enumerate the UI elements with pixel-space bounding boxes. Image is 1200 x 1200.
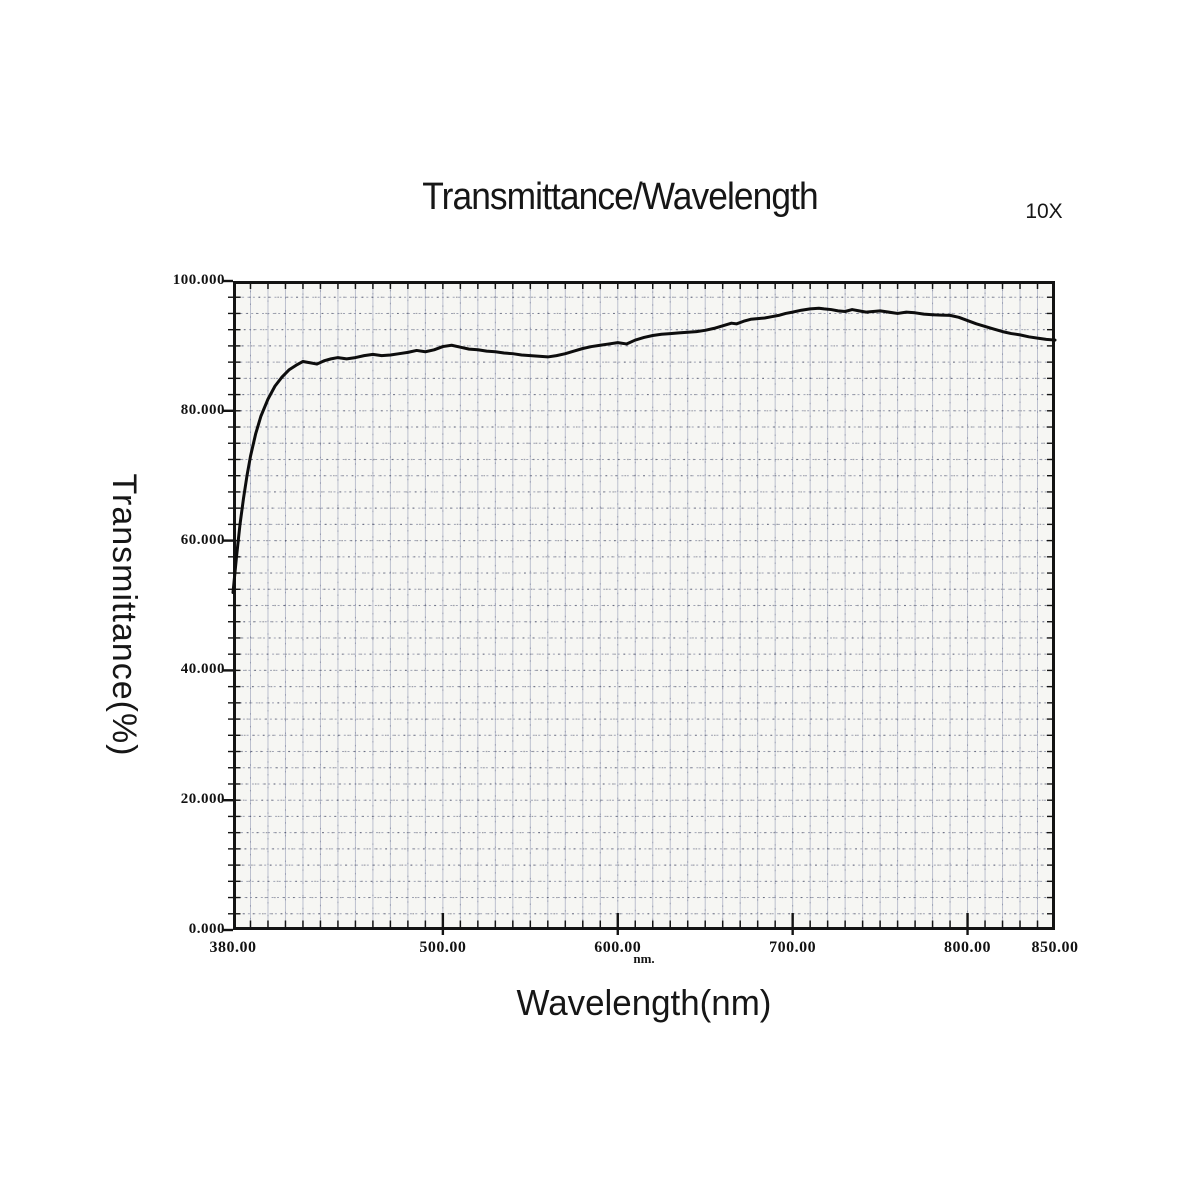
x-tick-label: 600.00 — [594, 939, 642, 956]
x-tick-label: 700.00 — [769, 939, 817, 956]
y-tick-label: 60.000 — [180, 531, 225, 548]
y-tick-label: 0.000 — [188, 921, 225, 937]
y-tick-label: 100.000 — [172, 272, 225, 288]
plot-area — [223, 279, 1057, 935]
y-tick-label: 80.000 — [180, 401, 225, 418]
y-tick-label: 20.000 — [180, 791, 225, 808]
y-tick-label: 40.000 — [180, 661, 225, 678]
plot-frame — [233, 281, 1055, 930]
x-tick-label: 850.00 — [1031, 939, 1079, 956]
magnification-label: 10X — [1025, 200, 1063, 223]
x-tick-label: 380.00 — [209, 939, 257, 956]
x-tick-label: 500.00 — [419, 939, 467, 956]
y-axis-title: Transmittance(%) — [105, 473, 143, 757]
x-axis-unit-label: nm. — [633, 951, 655, 966]
x-axis-title: Wavelength(nm) — [516, 982, 772, 1023]
x-tick-label: 800.00 — [944, 939, 992, 956]
chart-title: Transmittance/Wavelength — [422, 176, 818, 218]
transmittance-curve — [231, 306, 1057, 595]
